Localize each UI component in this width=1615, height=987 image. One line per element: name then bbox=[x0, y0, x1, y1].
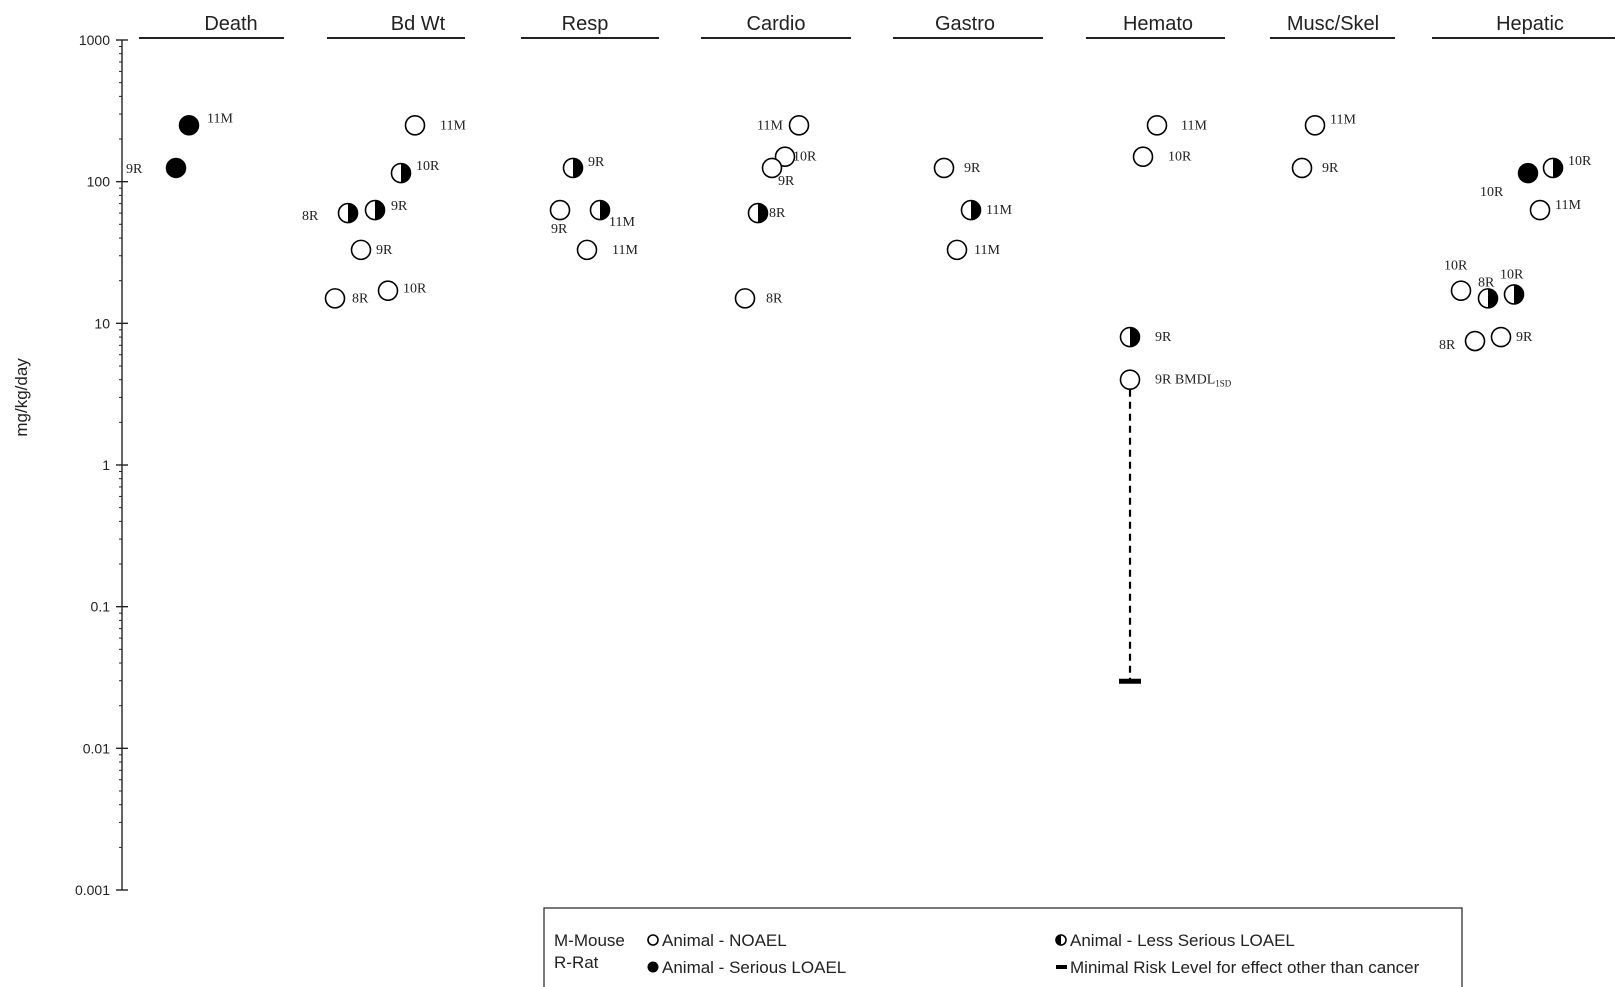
legend-species: M-Mouse bbox=[554, 931, 625, 950]
data-point bbox=[576, 239, 598, 261]
data-point bbox=[1529, 199, 1551, 221]
data-point bbox=[1517, 162, 1539, 184]
point-label: 10R bbox=[1480, 185, 1504, 200]
point-label: 11M bbox=[1181, 118, 1207, 133]
data-point bbox=[761, 157, 783, 179]
data-point-fill bbox=[375, 200, 385, 220]
data-point-fill bbox=[758, 203, 768, 223]
point-label: 11M bbox=[986, 203, 1012, 218]
y-tick-label: 10 bbox=[94, 315, 110, 331]
data-point bbox=[1464, 330, 1486, 352]
data-point-fill bbox=[401, 163, 411, 183]
data-point-fill bbox=[971, 200, 981, 220]
data-point bbox=[549, 199, 571, 221]
legend-item-label: Animal - Serious LOAEL bbox=[662, 958, 846, 977]
point-label: 10R bbox=[1568, 154, 1592, 169]
category-title: Cardio bbox=[747, 13, 806, 35]
point-label: 9R bbox=[126, 162, 143, 177]
point-label: 9R bbox=[551, 222, 568, 237]
point-label: 11M bbox=[1555, 198, 1581, 213]
category-title: Musc/Skel bbox=[1287, 13, 1379, 35]
point-label: 11M bbox=[612, 243, 638, 258]
point-label: 8R bbox=[352, 291, 369, 306]
point-label: 10R bbox=[403, 282, 427, 297]
data-point bbox=[1146, 114, 1168, 136]
data-point-fill bbox=[1488, 288, 1498, 308]
y-tick-label: 0.01 bbox=[83, 740, 110, 756]
data-point bbox=[1119, 369, 1141, 391]
point-label: 11M bbox=[207, 111, 233, 126]
data-point bbox=[1450, 280, 1472, 301]
legend-species: R-Rat bbox=[554, 953, 599, 972]
point-label: 11M bbox=[440, 118, 466, 133]
data-point bbox=[350, 239, 372, 261]
legend-mrl-marker bbox=[1056, 965, 1067, 969]
data-point bbox=[324, 288, 346, 309]
data-point bbox=[734, 288, 756, 309]
data-point bbox=[774, 146, 796, 168]
point-label: 10R bbox=[1500, 267, 1524, 282]
point-label: 10R bbox=[1168, 150, 1192, 165]
point-label: 8R bbox=[1478, 275, 1495, 290]
point-label: 11M bbox=[974, 243, 1000, 258]
data-point bbox=[404, 114, 426, 136]
data-point bbox=[178, 115, 200, 136]
data-point bbox=[165, 157, 187, 179]
legend-box bbox=[543, 907, 1463, 987]
data-point bbox=[946, 239, 968, 261]
data-point-fill bbox=[1514, 284, 1524, 304]
y-tick-label: 0.001 bbox=[75, 882, 110, 898]
data-point bbox=[377, 280, 399, 301]
category-title: Hepatic bbox=[1496, 13, 1564, 35]
point-label: 9R bbox=[778, 174, 795, 189]
legend-serious-marker bbox=[647, 961, 659, 973]
point-label: 9R bbox=[1155, 330, 1172, 345]
point-label: 9R bbox=[391, 199, 408, 214]
data-point bbox=[1490, 326, 1512, 348]
y-tick-label: 100 bbox=[87, 174, 111, 190]
point-label: 9R bbox=[1322, 161, 1339, 176]
point-label: 9R BMDL1SD bbox=[1155, 373, 1232, 389]
point-label: 11M bbox=[1330, 112, 1356, 127]
legend-less-serious-fill bbox=[1056, 935, 1061, 945]
point-label: 9R bbox=[1516, 330, 1533, 345]
point-label: 11M bbox=[609, 215, 635, 230]
point-label: 8R bbox=[302, 209, 319, 224]
point-label: 9R bbox=[964, 161, 981, 176]
point-label: 10R bbox=[416, 159, 440, 174]
legend-item-label: Animal - Less Serious LOAEL bbox=[1070, 931, 1295, 950]
data-point bbox=[1291, 157, 1313, 179]
legend-item-label: Minimal Risk Level for effect other than… bbox=[1070, 958, 1420, 977]
point-label: 9R bbox=[376, 243, 393, 258]
data-point-fill bbox=[348, 203, 358, 223]
category-title: Death bbox=[204, 13, 257, 35]
y-tick-label: 1000 bbox=[79, 32, 110, 48]
legend-noael-marker bbox=[647, 934, 659, 946]
data-point bbox=[1304, 114, 1326, 136]
point-label: 8R bbox=[769, 206, 786, 221]
category-title: Bd Wt bbox=[391, 13, 446, 35]
category-title: Hemato bbox=[1123, 13, 1193, 35]
point-label: 8R bbox=[1439, 338, 1456, 353]
data-point-fill bbox=[1130, 327, 1140, 347]
y-tick-label: 0.1 bbox=[91, 599, 111, 615]
category-title: Gastro bbox=[935, 13, 995, 35]
data-point bbox=[1132, 146, 1154, 168]
y-tick-label: 1 bbox=[102, 457, 110, 473]
point-label: 10R bbox=[1444, 259, 1468, 274]
data-point bbox=[788, 114, 810, 136]
mrl-bar bbox=[1119, 678, 1141, 684]
point-label: 8R bbox=[766, 291, 783, 306]
category-title: Resp bbox=[562, 13, 609, 35]
legend-item-label: Animal - NOAEL bbox=[662, 931, 787, 950]
point-label: 10R bbox=[793, 150, 817, 165]
point-label: 9R bbox=[588, 155, 605, 170]
point-label: 11M bbox=[757, 118, 783, 133]
data-point-fill bbox=[573, 158, 583, 178]
data-point bbox=[933, 157, 955, 179]
data-point-fill bbox=[1553, 158, 1563, 178]
y-axis-title: mg/kg/day bbox=[12, 358, 31, 437]
data-point-fill bbox=[600, 200, 610, 220]
